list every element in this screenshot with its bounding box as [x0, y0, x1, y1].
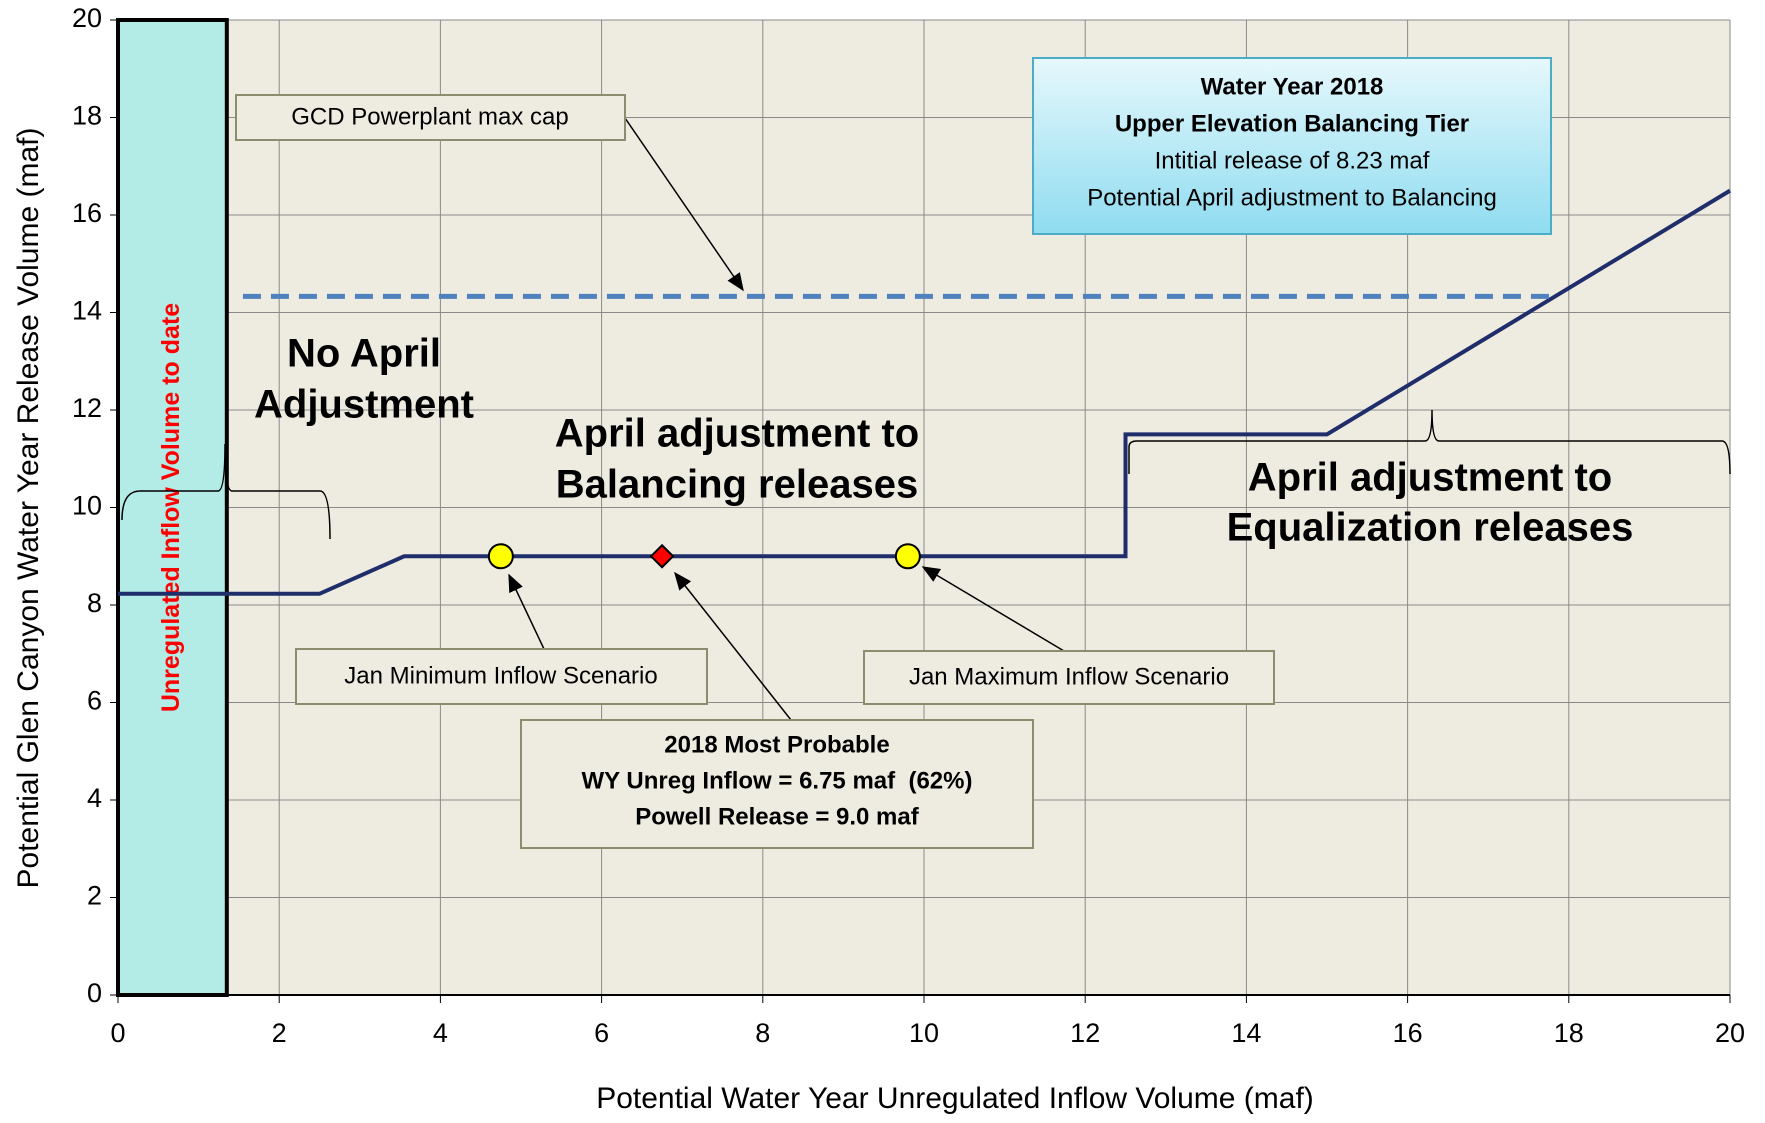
x-tick-label: 8: [755, 1018, 770, 1048]
x-tick-label: 2: [272, 1018, 287, 1048]
y-tick-label: 14: [72, 296, 102, 326]
y-tick-label: 6: [87, 686, 102, 716]
shaded-region: [116, 18, 229, 997]
annotation-text: 2018 Most Probable: [664, 731, 889, 758]
y-tick-label: 18: [72, 101, 102, 131]
annotation-box: [863, 650, 1275, 705]
x-tick-label: 16: [1393, 1018, 1423, 1048]
annotation-text: No April: [287, 332, 441, 376]
y-tick-label: 12: [72, 393, 102, 423]
x-tick-label: 18: [1554, 1018, 1584, 1048]
arrow: [508, 573, 545, 650]
x-tick-label: 6: [594, 1018, 609, 1048]
y-tick-label: 16: [72, 198, 102, 228]
x-tick-label: 12: [1070, 1018, 1100, 1048]
annotation-text: Jan Maximum Inflow Scenario: [909, 663, 1229, 690]
annotation-text: Balancing releases: [556, 463, 918, 507]
x-tick-label: 0: [110, 1018, 125, 1048]
annotation-text: WY Unreg Inflow = 6.75 maf (62%): [582, 767, 973, 794]
annotation-text: Water Year 2018: [1201, 73, 1384, 100]
y-tick-label: 4: [87, 783, 102, 813]
y-axis-label: Potential Glen Canyon Water Year Release…: [12, 128, 45, 889]
arrow: [624, 117, 744, 292]
series-line: [118, 188, 1732, 596]
annotation-text: Powell Release = 9.0 maf: [635, 803, 919, 830]
brace: [121, 443, 331, 540]
point: [487, 543, 514, 570]
annotation-text: Jan Minimum Inflow Scenario: [344, 662, 657, 689]
brace: [1128, 409, 1731, 475]
y-tick-label: 2: [87, 881, 102, 911]
x-tick-label: 14: [1231, 1018, 1261, 1048]
y-tick-label: 8: [87, 588, 102, 618]
x-tick-label: 20: [1715, 1018, 1745, 1048]
annotation-box: [520, 719, 1034, 849]
annotation-box: [1032, 57, 1552, 235]
shaded-label: Unregulated Inflow Volume to date: [157, 303, 185, 712]
annotation-box: [235, 94, 626, 141]
y-tick-label: 10: [72, 491, 102, 521]
point: [649, 543, 675, 569]
arrows: [508, 117, 1065, 721]
arrow: [921, 566, 1065, 652]
annotation-text: Equalization releases: [1227, 506, 1634, 550]
annotation-text: Potential April adjustment to Balancing: [1087, 184, 1497, 211]
x-tick-label: 10: [909, 1018, 939, 1048]
annotation-text: April adjustment to: [1248, 456, 1612, 500]
x-axis-label: Potential Water Year Unregulated Inflow …: [596, 1082, 1314, 1115]
annotation-text: GCD Powerplant max cap: [291, 103, 568, 130]
annotation-text: Adjustment: [254, 383, 474, 427]
point: [894, 543, 921, 570]
annotation-text: Intitial release of 8.23 maf: [1155, 147, 1430, 174]
y-tick-label: 20: [72, 3, 102, 33]
annotation-box: [295, 648, 708, 705]
annotation-text: Upper Elevation Balancing Tier: [1115, 110, 1469, 137]
arrow: [674, 571, 792, 721]
x-tick-label: 4: [433, 1018, 448, 1048]
y-tick-label: 0: [87, 978, 102, 1008]
annotation-text: April adjustment to: [555, 412, 919, 456]
